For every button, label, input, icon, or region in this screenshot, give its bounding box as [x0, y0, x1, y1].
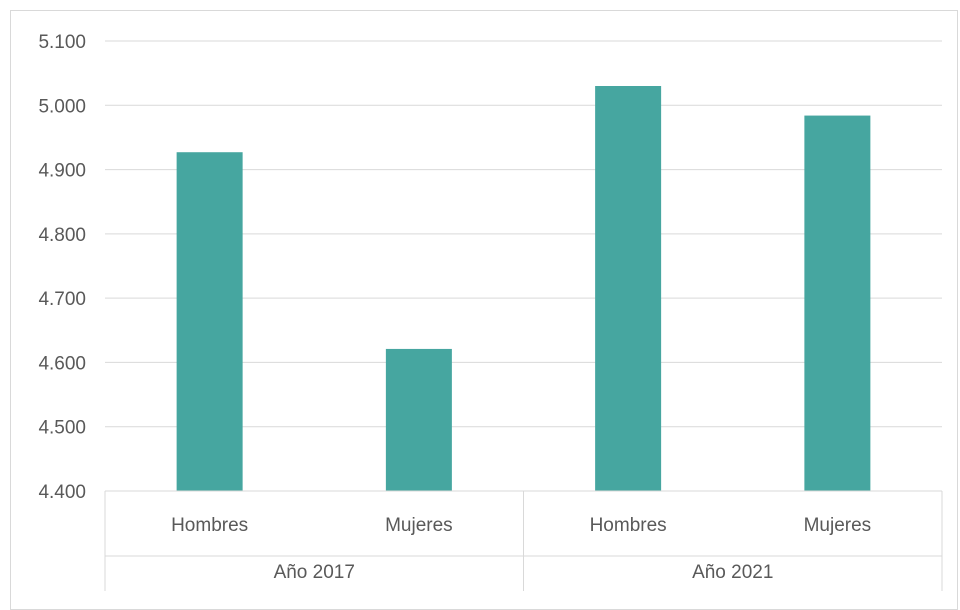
y-tick-label: 4.900 [38, 161, 86, 182]
bar-hombres-1 [176, 152, 243, 491]
bars [176, 86, 871, 492]
x-category-label: Mujeres [804, 515, 872, 536]
y-tick-label: 4.700 [38, 289, 86, 310]
bar-chart: 4.400 4.500 4.600 4.700 4.800 4.900 5.000 5.100… [38, 32, 943, 591]
x-group-label: Año 2017 [274, 562, 355, 583]
bar-mujeres-2 [804, 115, 871, 492]
x-group-label: Año 2021 [692, 562, 773, 583]
x-category-label: Mujeres [385, 515, 453, 536]
bar-hombres-2 [595, 86, 662, 491]
gridlines [105, 40, 942, 428]
y-tick-label: 5.000 [38, 96, 86, 117]
x-category-label: Hombres [171, 515, 248, 536]
bar-mujeres-1 [385, 348, 452, 491]
y-tick-label: 4.600 [38, 353, 86, 374]
axes [104, 490, 943, 591]
x-category-label: Hombres [590, 515, 667, 536]
y-tick-label: 4.800 [38, 225, 86, 246]
y-tick-label: 5.100 [38, 32, 86, 53]
chart-frame [10, 10, 958, 610]
tick-labels: 4.400 4.500 4.600 4.700 4.800 4.900 5.000 5.100… [38, 32, 871, 583]
y-tick-label: 4.400 [38, 482, 86, 503]
y-tick-label: 4.500 [38, 418, 86, 439]
